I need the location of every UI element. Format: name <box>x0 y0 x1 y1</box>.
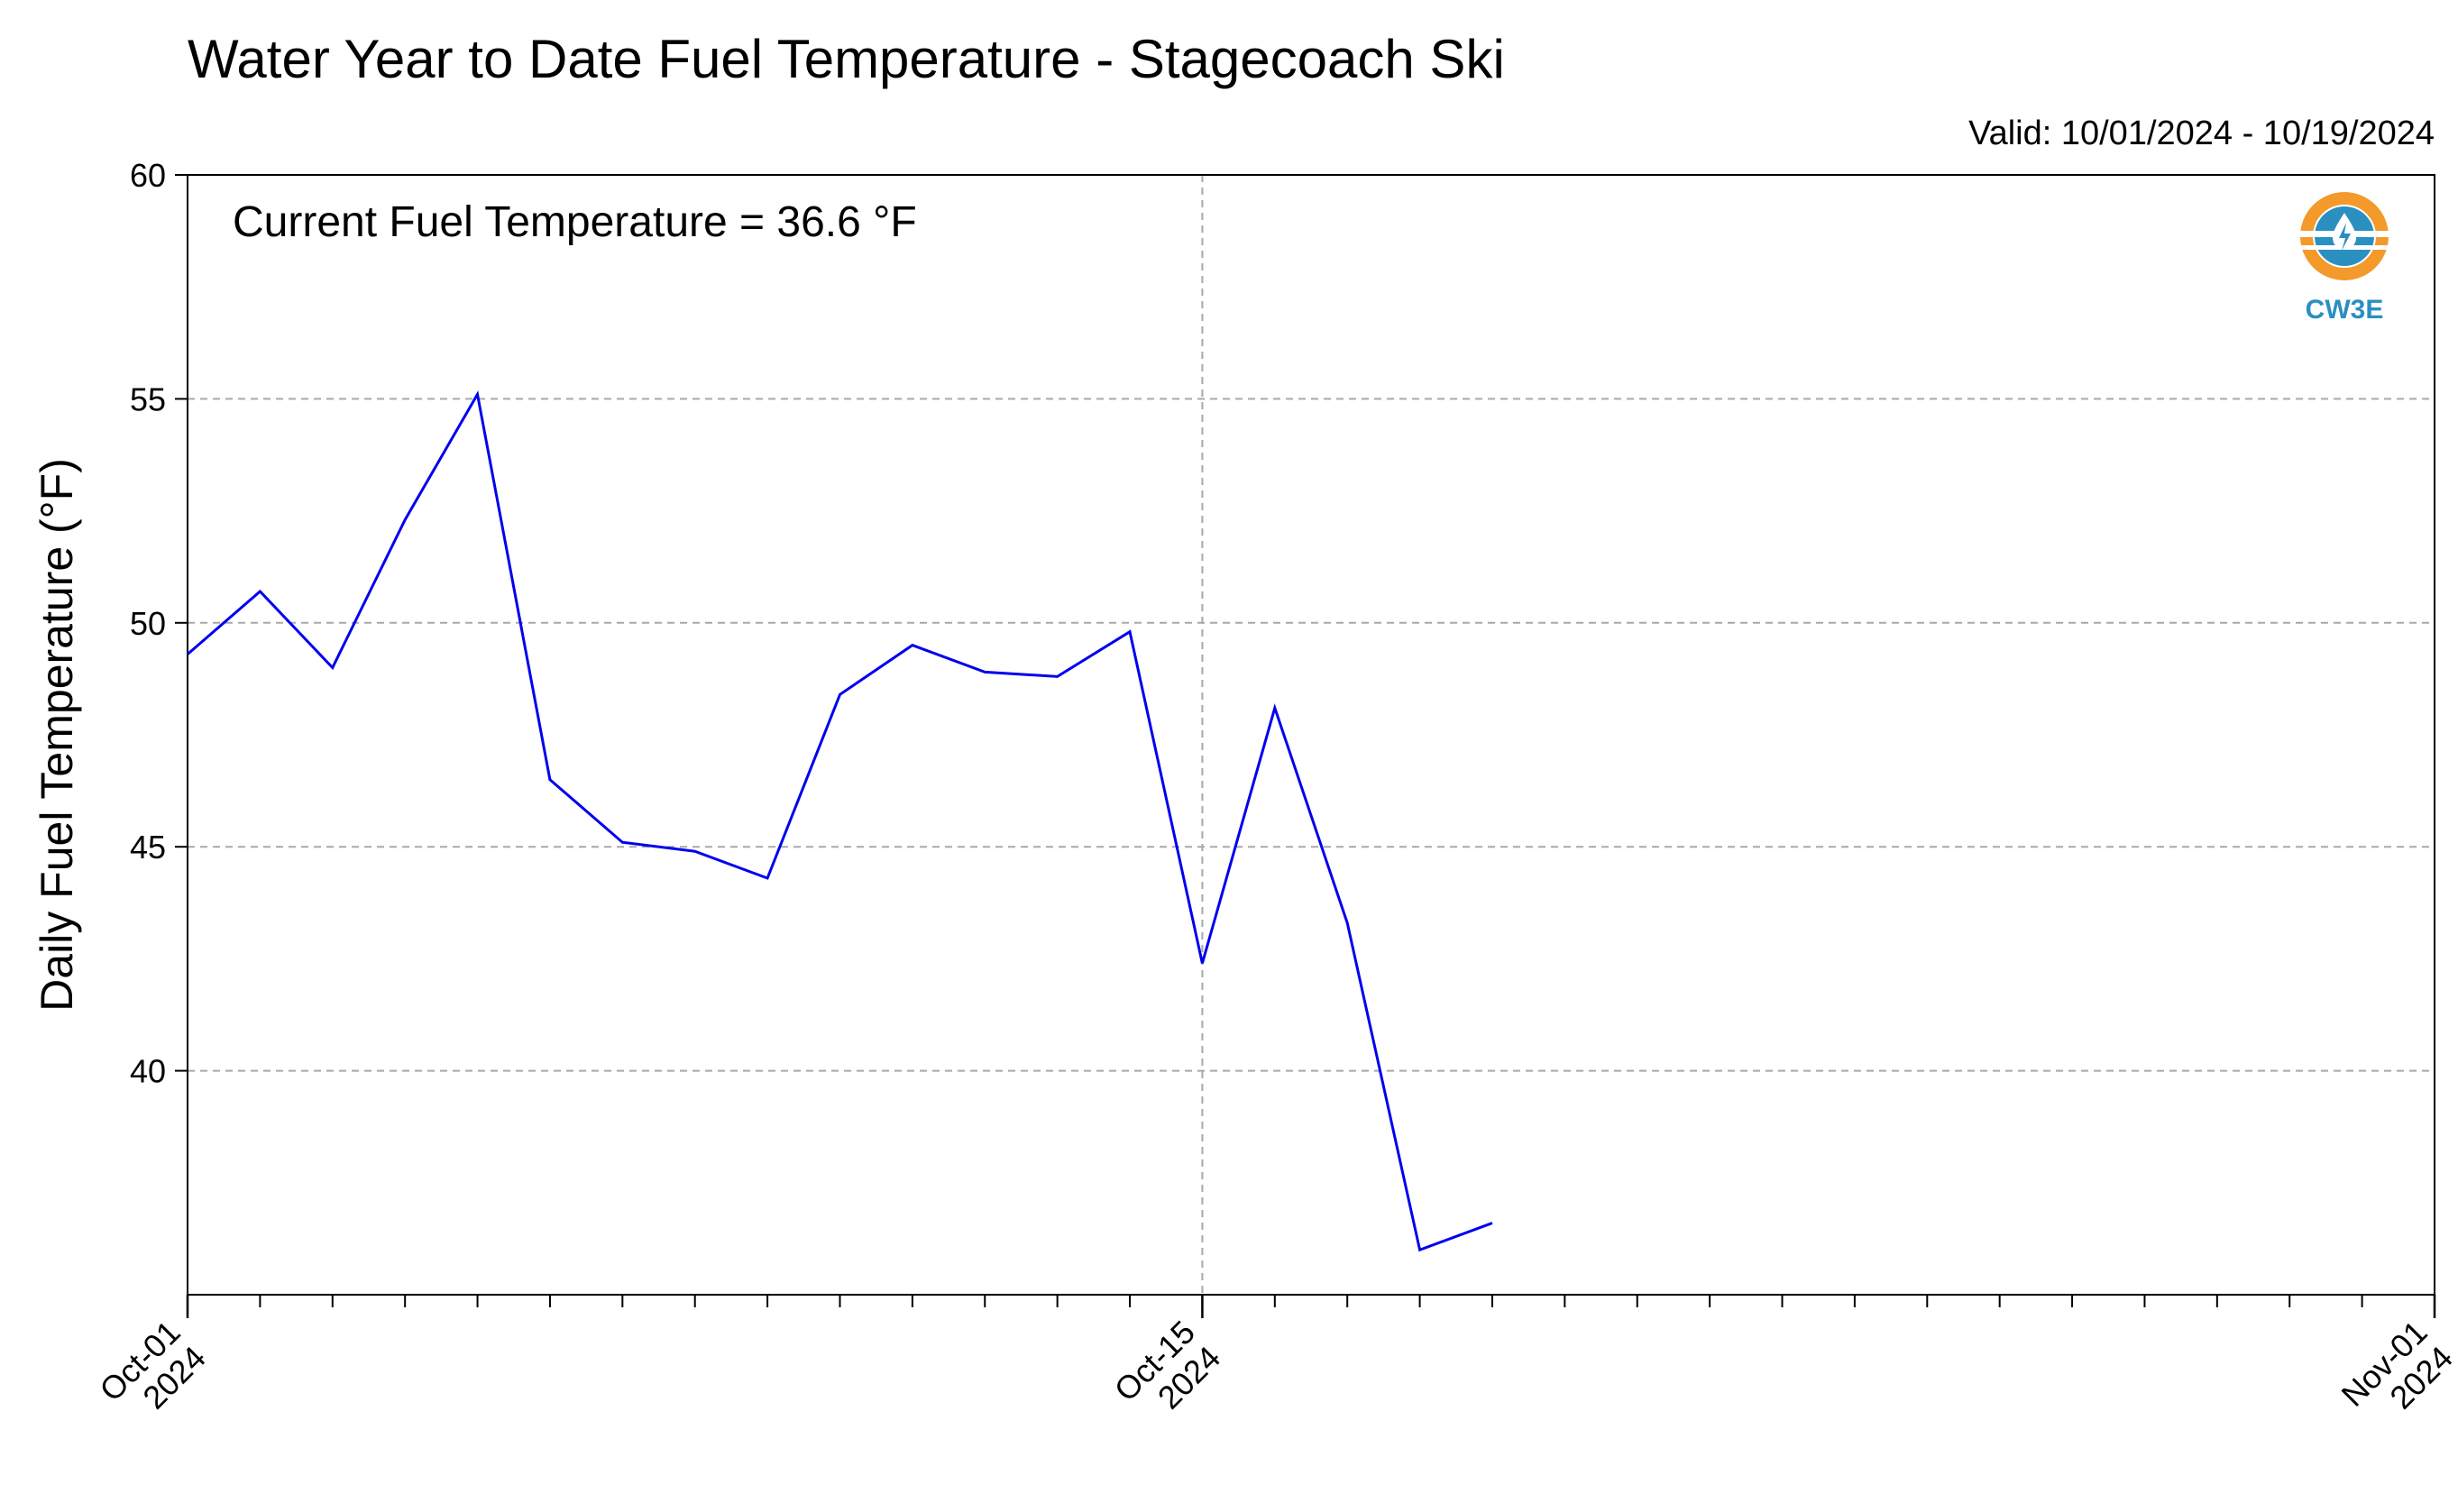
gridlines <box>188 175 2435 1295</box>
valid-range: Valid: 10/01/2024 - 10/19/2024 <box>1968 115 2435 152</box>
chart-title: Water Year to Date Fuel Temperature - St… <box>188 29 1505 89</box>
y-tick-label: 45 <box>130 829 166 866</box>
y-axis-label: Daily Fuel Temperature (°F) <box>32 458 82 1012</box>
current-temp-annotation: Current Fuel Temperature = 36.6 °F <box>233 198 917 246</box>
y-tick-label: 40 <box>130 1053 166 1090</box>
y-tick-label: 60 <box>130 157 166 194</box>
x-tick-label: Oct-152024 <box>1107 1314 1228 1434</box>
axis-ticks: 40 45 50 55 60 Oct-012024 Oct-152024 Nov-012024 <box>92 157 2458 1439</box>
x-tick-label: Oct-012024 <box>92 1314 213 1434</box>
y-tick-label: 50 <box>130 605 166 642</box>
data-series <box>187 390 1493 1252</box>
y-tick-label: 55 <box>130 380 166 417</box>
plot-frame <box>187 174 2435 1296</box>
cw3e-logo: CW3E <box>2299 192 2389 325</box>
x-tick-label: Nov-012024 <box>2334 1314 2458 1439</box>
bolt-icon <box>2339 223 2351 251</box>
logo-text: CW3E <box>2306 295 2384 325</box>
fuel-temperature-line <box>187 390 1493 1252</box>
